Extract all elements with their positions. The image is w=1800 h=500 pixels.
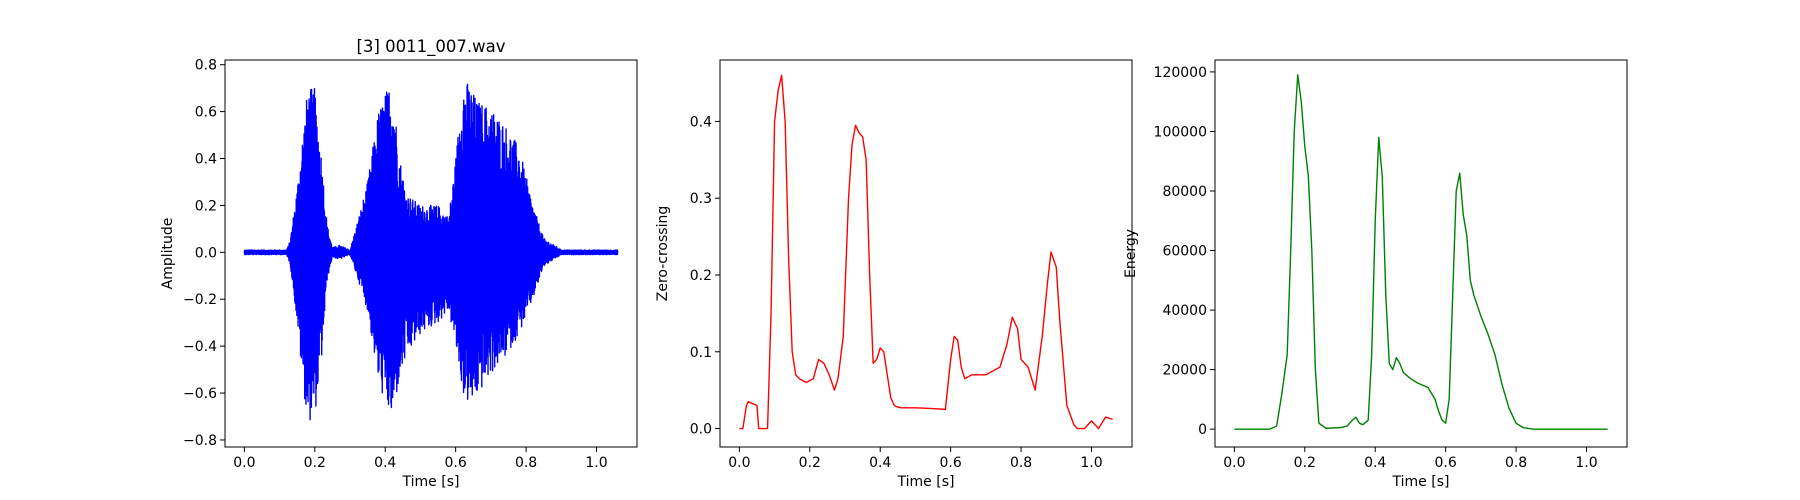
zero-crossing-x-tick-label: 0.6	[940, 455, 962, 471]
zero-crossing-trace-layer	[739, 74, 1113, 430]
waveform-panel: 0.0 0.2 0.4 0.6 0.8 1.0 −0.8−0.6−0.4−0.20.00.…	[160, 37, 638, 490]
zero-crossing-series-line	[739, 74, 1113, 430]
energy-x-ticks: 0.0 0.2 0.4 0.6 0.8 1.0	[1223, 447, 1598, 471]
zero-crossing-x-tick-label: 0.4	[869, 455, 891, 471]
waveform-series-line	[243, 83, 619, 421]
energy-x-tick-label: 0.6	[1435, 455, 1457, 471]
waveform-x-axis-label: Time [s]	[402, 474, 460, 490]
energy-y-ticks: 0 20000 40000 60000 80000 100000 120000	[1154, 65, 1215, 438]
waveform-trace-layer	[243, 83, 619, 421]
waveform-x-tick-label: 0.0	[233, 455, 255, 471]
waveform-x-tick-label: 0.8	[515, 455, 537, 471]
waveform-y-tick-label: 0.0	[195, 245, 217, 261]
zero-crossing-y-tick-label: 0.4	[690, 114, 712, 130]
energy-trace-layer	[1234, 74, 1608, 430]
zero-crossing-y-tick-label: 0.3	[690, 191, 712, 207]
zero-crossing-x-tick-label: 0.0	[728, 455, 750, 471]
waveform-y-axis-label: Amplitude	[160, 218, 176, 290]
zero-crossing-axes-frame	[719, 59, 1133, 448]
waveform-x-tick-label: 0.4	[374, 455, 396, 471]
waveform-y-tick-label: −0.8	[183, 433, 217, 449]
waveform-y-tick-label: −0.6	[183, 386, 217, 402]
waveform-axes-frame	[224, 59, 638, 448]
zero-crossing-panel: 0.0 0.2 0.4 0.6 0.8 1.0 0.0 0.1 0.2 0.3 0.4 Time …	[655, 59, 1133, 490]
energy-x-tick-label: 0.0	[1223, 455, 1245, 471]
energy-x-axis-label: Time [s]	[1392, 474, 1450, 490]
zero-crossing-x-axis-label: Time [s]	[897, 474, 955, 490]
waveform-x-ticks: 0.0 0.2 0.4 0.6 0.8 1.0	[233, 447, 608, 471]
zero-crossing-y-tick-label: 0.2	[690, 268, 712, 284]
zero-crossing-y-tick-label: 0.0	[690, 422, 712, 438]
waveform-x-tick-label: 0.2	[304, 455, 326, 471]
zero-crossing-y-ticks: 0.0 0.1 0.2 0.3 0.4	[690, 114, 720, 438]
waveform-title: [3] 0011_007.wav	[357, 37, 506, 57]
energy-series-line	[1234, 74, 1608, 430]
energy-y-tick-label: 100000	[1154, 124, 1207, 140]
waveform-y-tick-label: 0.8	[195, 58, 217, 74]
energy-y-tick-label: 40000	[1162, 303, 1207, 319]
waveform-y-ticks: −0.8 −0.6 −0.4 −0.2 0.0 0.2 0.4 0.6 0.8	[183, 58, 225, 449]
waveform-y-tick-label: 0.4	[195, 152, 217, 168]
energy-y-axis-label: Energy	[1123, 229, 1139, 278]
energy-y-tick-label: 20000	[1162, 363, 1207, 379]
energy-y-tick-label: 60000	[1162, 244, 1207, 260]
zero-crossing-x-tick-label: 0.2	[799, 455, 821, 471]
energy-y-tick-label: 120000	[1154, 65, 1207, 81]
zero-crossing-x-tick-label: 1.0	[1080, 455, 1102, 471]
waveform-y-tick-label: −0.4	[183, 339, 217, 355]
waveform-y-tick-label: −0.2	[183, 292, 217, 308]
zero-crossing-x-ticks: 0.0 0.2 0.4 0.6 0.8 1.0	[728, 447, 1103, 471]
waveform-y-tick-label: 0.6	[195, 105, 217, 121]
zero-crossing-y-axis-label: Zero-crossing	[655, 206, 671, 301]
waveform-x-tick-label: 0.6	[445, 455, 467, 471]
waveform-y-tick-label: 0.2	[195, 198, 217, 214]
energy-y-tick-label: 0	[1198, 422, 1207, 438]
energy-axes-frame	[1214, 59, 1628, 448]
waveform-x-tick-label: 1.0	[585, 455, 607, 471]
energy-x-tick-label: 0.2	[1294, 455, 1316, 471]
energy-x-tick-label: 0.4	[1364, 455, 1386, 471]
zero-crossing-x-tick-label: 0.8	[1010, 455, 1032, 471]
energy-panel: 0.0 0.2 0.4 0.6 0.8 1.0 0 20000 40000 60000 80000…	[1123, 59, 1628, 490]
energy-y-tick-label: 80000	[1162, 184, 1207, 200]
energy-x-tick-label: 0.8	[1505, 455, 1527, 471]
zero-crossing-y-tick-label: 0.1	[690, 345, 712, 361]
energy-x-tick-label: 1.0	[1575, 455, 1597, 471]
